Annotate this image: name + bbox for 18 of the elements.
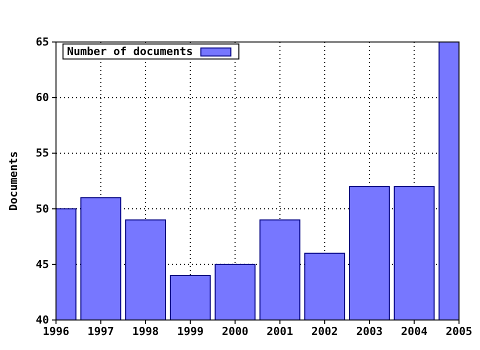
- y-tick-label: 55: [36, 146, 49, 160]
- y-tick-label: 45: [36, 258, 49, 271]
- x-tick-label: 2003: [356, 324, 383, 338]
- x-tick-label: 1999: [177, 324, 204, 338]
- y-tick-label: 40: [36, 314, 49, 327]
- x-tick-label: 2000: [222, 324, 248, 338]
- x-tick-label: 2002: [311, 324, 338, 338]
- y-tick-label: 50: [36, 202, 49, 216]
- y-tick-label: 60: [36, 91, 49, 104]
- x-tick-label: 2005: [446, 324, 472, 338]
- y-axis-title: Documents: [7, 151, 20, 211]
- legend-label: Number of documents: [67, 45, 193, 58]
- x-tick-label: 2001: [266, 324, 294, 338]
- y-tick-label: 65: [36, 36, 49, 49]
- x-tick-label: 1996: [42, 324, 70, 338]
- x-tick-label: 1998: [132, 324, 159, 338]
- x-tick-label: 2004: [400, 324, 428, 338]
- x-tick-label: 1997: [88, 324, 114, 338]
